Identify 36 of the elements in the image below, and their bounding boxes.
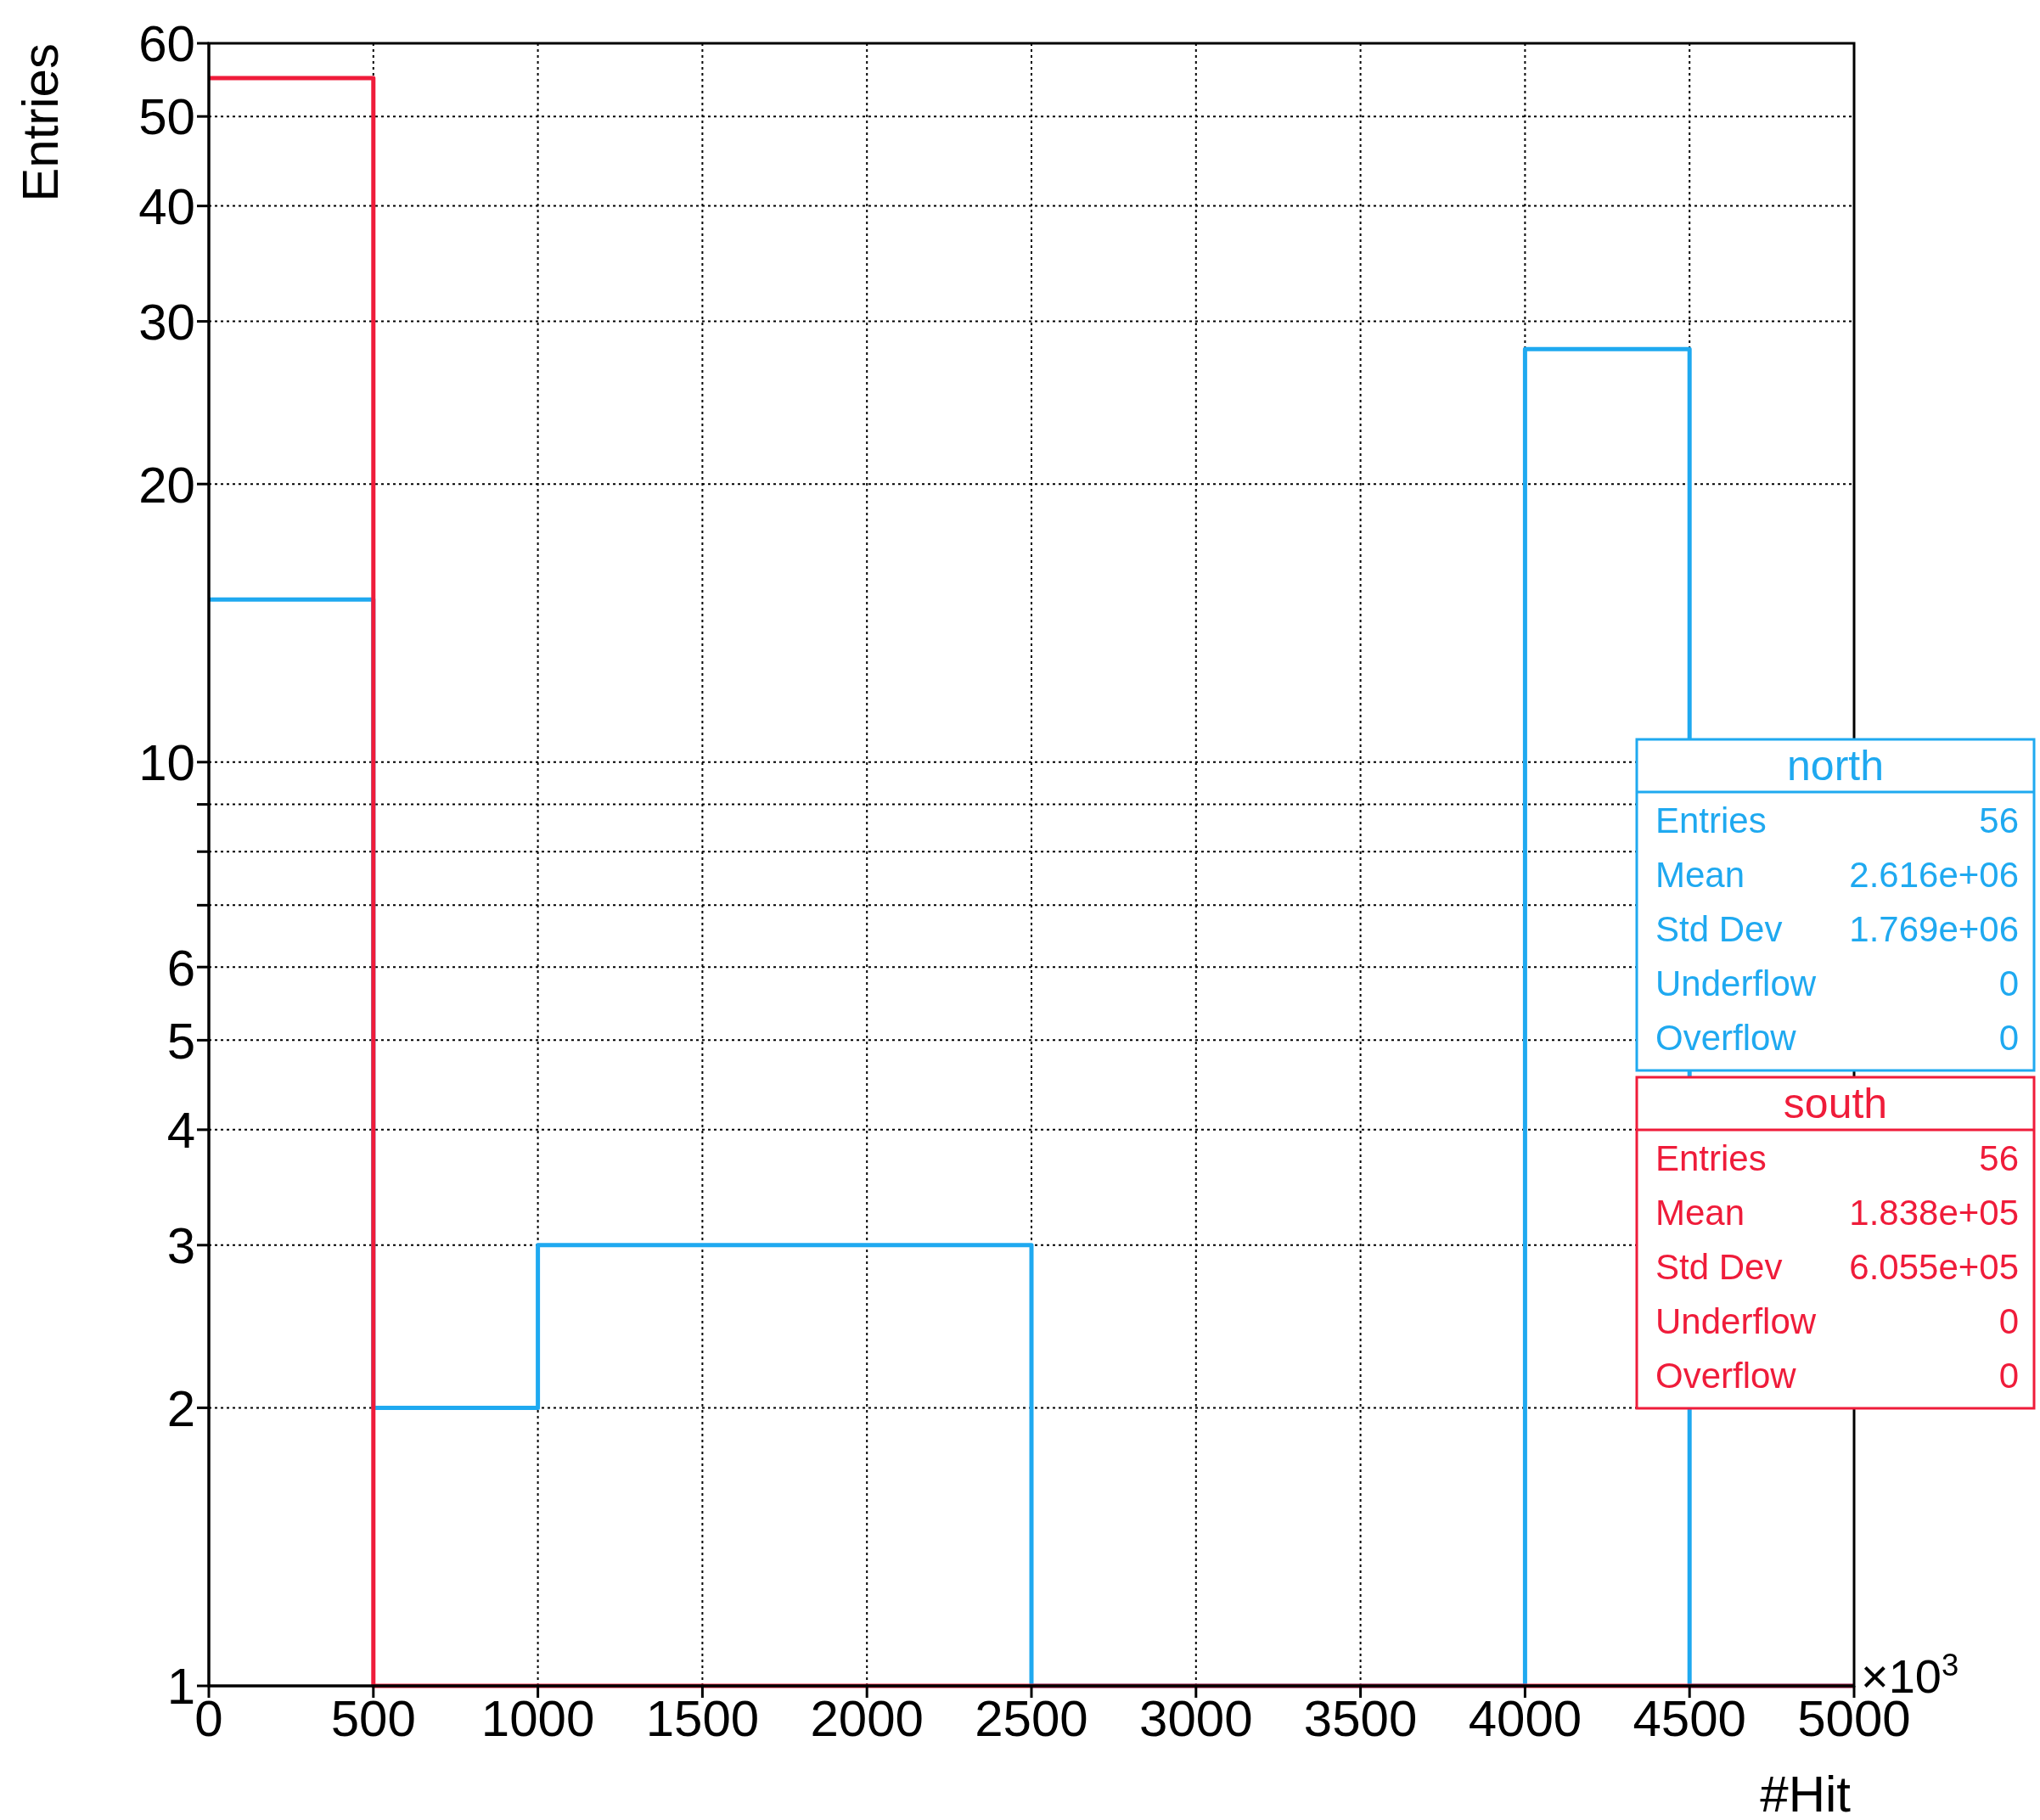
y-tick-label: 4 bbox=[166, 1102, 195, 1160]
x-tick-label: 2500 bbox=[975, 1689, 1088, 1747]
y-tick-label: 2 bbox=[166, 1379, 195, 1437]
text: Std Dev 6.055e+05 bbox=[1655, 1247, 2019, 1287]
y-tick-label: 6 bbox=[166, 939, 195, 997]
y-tick-label: 60 bbox=[138, 15, 195, 73]
text: Overflow 0 bbox=[1655, 1018, 2019, 1058]
x-tick-label: 1000 bbox=[480, 1689, 595, 1747]
text: Mean 2.616e+06 bbox=[1655, 855, 2019, 895]
x-axis-title: #Hit bbox=[1760, 1766, 1852, 1820]
x-tick-label: 3000 bbox=[1139, 1689, 1253, 1747]
y-tick-label: 40 bbox=[138, 177, 195, 235]
text: Mean 1.838e+05 bbox=[1655, 1193, 2019, 1233]
x-tick-label: 3500 bbox=[1303, 1689, 1418, 1747]
y-tick-label: 20 bbox=[138, 456, 195, 514]
x-tick-label: 1500 bbox=[645, 1689, 760, 1747]
x-tick-label: 2000 bbox=[810, 1689, 924, 1747]
x-tick-label: 4000 bbox=[1468, 1689, 1582, 1747]
x-tick-label: 4500 bbox=[1633, 1689, 1746, 1747]
y-tick-label: 5 bbox=[166, 1012, 195, 1070]
text: Std Dev 1.769e+06 bbox=[1655, 909, 2019, 949]
text: Overflow 0 bbox=[1655, 1356, 2019, 1396]
y-tick-label: 30 bbox=[138, 293, 195, 351]
y-tick-label: 3 bbox=[166, 1217, 195, 1275]
text: Underflow 0 bbox=[1655, 1301, 2019, 1341]
text: Entries 56 bbox=[1655, 1138, 2019, 1178]
x-tick-label: 500 bbox=[330, 1689, 416, 1747]
text: north bbox=[1787, 742, 1884, 789]
y-tick-label: 10 bbox=[138, 734, 195, 792]
text: Entries 56 bbox=[1655, 800, 2019, 840]
text: Underflow 0 bbox=[1655, 963, 2019, 1003]
y-tick-label: 1 bbox=[166, 1658, 195, 1716]
y-axis-title: Entries bbox=[12, 43, 69, 202]
text: south bbox=[1783, 1080, 1888, 1127]
y-tick-label: 50 bbox=[138, 88, 195, 146]
x-tick-label: 0 bbox=[194, 1689, 223, 1747]
